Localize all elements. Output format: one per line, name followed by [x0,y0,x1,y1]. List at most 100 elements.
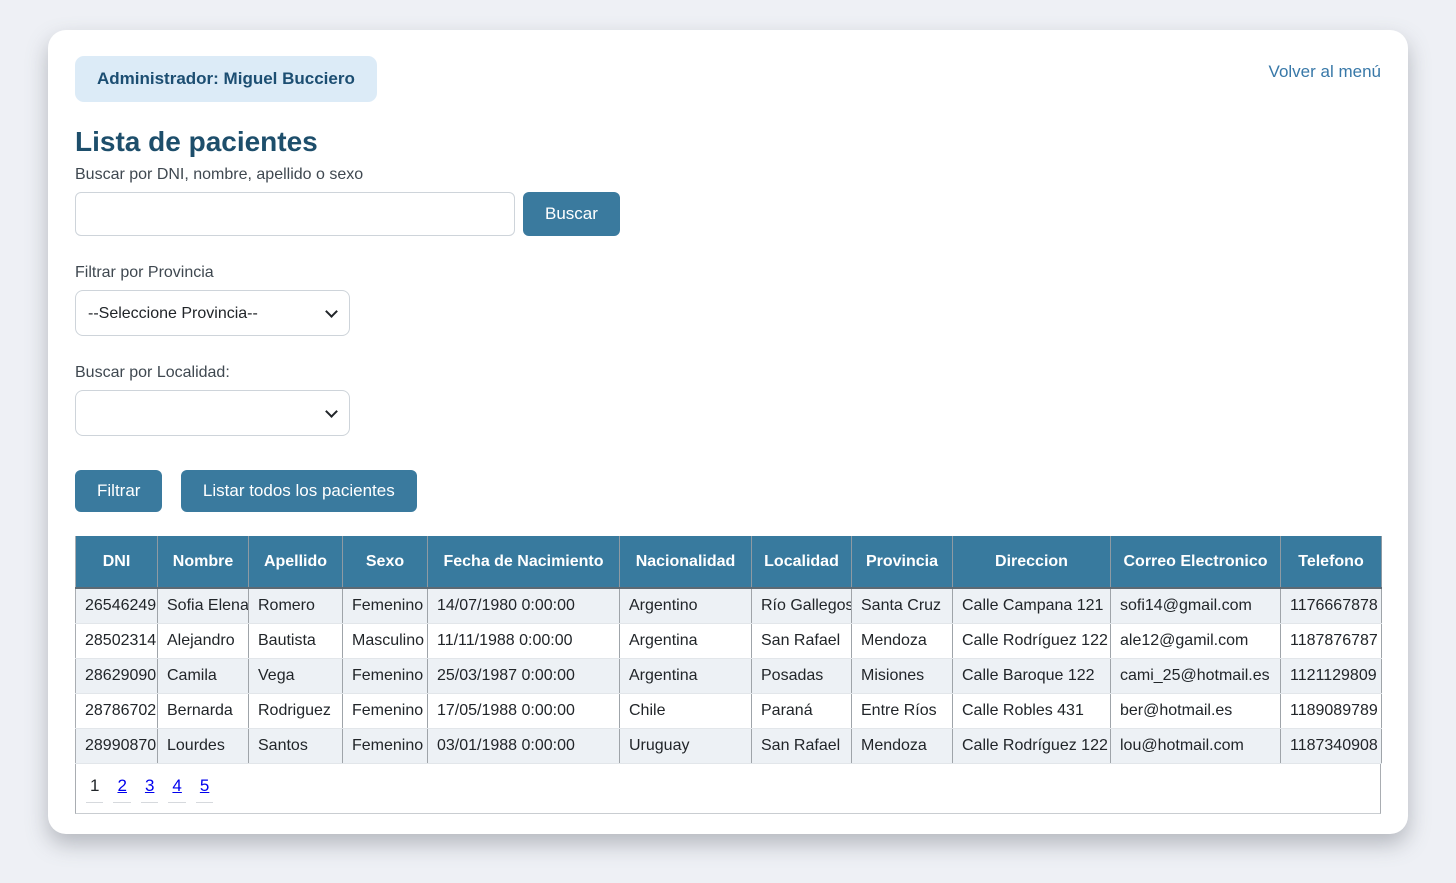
column-header: Correo Electronico [1110,536,1281,589]
province-select-wrap: --Seleccione Provincia-- [75,290,350,336]
table-cell: Bernarda [157,693,249,729]
main-card: Administrador: Miguel Bucciero Volver al… [48,30,1408,834]
search-row: Buscar [75,192,1381,236]
table-cell: Calle Baroque 122 [952,658,1111,694]
action-row: Filtrar Listar todos los pacientes [75,470,1381,512]
table-cell: 1187340908 [1280,728,1382,764]
table-cell: Paraná [751,693,852,729]
table-cell: Romero [248,588,343,624]
table-cell: Argentina [619,623,752,659]
page-link[interactable]: 4 [172,775,182,795]
page-item: 3 [140,775,159,803]
search-input[interactable] [75,192,515,236]
column-header: Nombre [157,536,249,589]
current-page-number: 1 [90,775,100,795]
page-item: 4 [168,775,186,803]
column-header: Apellido [248,536,343,589]
table-cell: Femenino [342,658,428,694]
column-header: Telefono [1280,536,1382,589]
table-cell: Camila [157,658,249,694]
table-cell: Santa Cruz [851,588,953,624]
table-cell: Alejandro [157,623,249,659]
table-cell: Entre Ríos [851,693,953,729]
locality-select[interactable] [75,390,350,436]
page-item: 1 [86,775,104,803]
list-all-patients-button[interactable]: Listar todos los pacientes [180,470,417,512]
province-select[interactable]: --Seleccione Provincia-- [75,290,350,336]
column-header: Localidad [751,536,852,589]
table-cell: ale12@gamil.com [1110,623,1281,659]
table-cell: Calle Rodríguez 122 [952,728,1111,764]
table-cell: Santos [248,728,343,764]
table-cell: Chile [619,693,752,729]
page-item: 2 [113,775,131,803]
table-cell: 1176667878 [1280,588,1382,624]
patients-table: DNI Nombre Apellido Sexo Fecha de Nacimiento… [75,536,1382,764]
locality-select-wrap [75,390,350,436]
table-cell: Argentina [619,658,752,694]
table-cell: 28502314 [75,623,158,659]
table-cell: Vega [248,658,343,694]
table-cell: Mendoza [851,623,953,659]
table-cell: 28990870 [75,728,158,764]
table-cell: 11/11/1988 0:00:00 [427,623,620,659]
page-link[interactable]: 3 [144,775,155,795]
column-header: Direccion [952,536,1111,589]
patients-tbody: 26546249 Sofia Elena Romero Femenino 14/07/1… [75,588,1382,764]
table-cell: Masculino [342,623,428,659]
table-cell: Sofia Elena [157,588,249,624]
table-row: 28786702 Bernarda Rodriguez Femenino 17/05/1… [75,693,1382,729]
table-cell: 1187876787 [1280,623,1382,659]
table-cell: 1121129809 [1280,658,1382,694]
column-header: DNI [75,536,158,589]
table-cell: sofi14@gmail.com [1110,588,1281,624]
table-cell: San Rafael [751,623,852,659]
topbar: Administrador: Miguel Bucciero Volver al… [75,56,1381,102]
page-title: Lista de pacientes [75,126,318,157]
table-cell: Femenino [342,728,428,764]
table-cell: Femenino [342,588,428,624]
table-cell: Mendoza [851,728,953,764]
column-header: Nacionalidad [619,536,752,589]
search-button[interactable]: Buscar [523,192,620,236]
table-cell: Femenino [342,693,428,729]
table-row: 28629090 Camila Vega Femenino 25/03/1987 0:0… [75,658,1382,694]
patients-table-head: DNI Nombre Apellido Sexo Fecha de Nacimiento… [75,536,1382,589]
page-link[interactable]: 5 [199,775,210,795]
table-cell: lou@hotmail.com [1110,728,1281,764]
column-header: Provincia [851,536,953,589]
table-cell: Lourdes [157,728,249,764]
page-item: 5 [195,775,214,803]
table-cell: 25/03/1987 0:00:00 [427,658,620,694]
table-cell: Bautista [248,623,343,659]
table-cell: Misiones [851,658,953,694]
filter-button[interactable]: Filtrar [75,470,163,512]
table-cell: ber@hotmail.es [1110,693,1281,729]
column-header: Fecha de Nacimiento [427,536,620,589]
table-cell: Calle Campana 121 [952,588,1111,624]
table-cell: Rodriguez [248,693,343,729]
admin-badge: Administrador: Miguel Bucciero [75,56,377,102]
table-cell: 14/07/1980 0:00:00 [427,588,620,624]
header-row: DNI Nombre Apellido Sexo Fecha de Nacimiento… [75,536,1382,589]
table-cell: 26546249 [75,588,158,624]
table-row: 26546249 Sofia Elena Romero Femenino 14/07/1… [75,588,1382,624]
table-cell: 28786702 [75,693,158,729]
table-cell: cami_25@hotmail.es [1110,658,1281,694]
locality-filter-label: Buscar por Localidad: [75,364,230,381]
search-label: Buscar por DNI, nombre, apellido o sexo [75,166,364,183]
table-cell: Argentino [619,588,752,624]
table-cell: Uruguay [619,728,752,764]
column-header: Sexo [342,536,428,589]
table-cell: Posadas [751,658,852,694]
table-cell: Calle Robles 431 [952,693,1111,729]
table-cell: 03/01/1988 0:00:00 [427,728,620,764]
page-link[interactable]: 2 [117,775,127,795]
back-to-menu-link[interactable]: Volver al menú [1268,62,1381,81]
table-cell: 1189089789 [1280,693,1382,729]
table-cell: Calle Rodríguez 122 [952,623,1111,659]
table-row: 28502314 Alejandro Bautista Masculino 11/11/… [75,623,1382,659]
table-cell: 17/05/1988 0:00:00 [427,693,620,729]
table-row: 28990870 Lourdes Santos Femenino 03/01/1988 … [75,728,1382,764]
